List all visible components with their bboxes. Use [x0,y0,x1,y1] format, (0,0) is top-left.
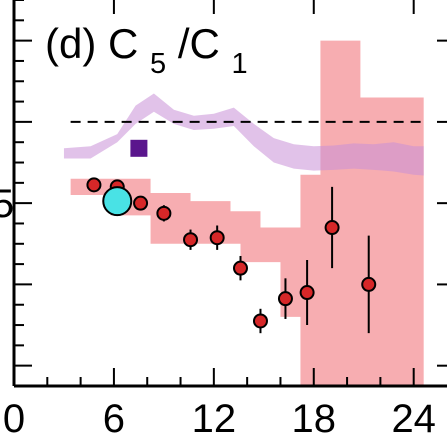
chart-title-subscript-2: 1 [232,48,248,80]
x-tick-label-2: 6 [103,397,125,437]
band-1 [70,40,424,386]
data-point-12 [361,276,377,292]
x-tick-label-1: 0 [3,397,25,437]
data-point-5 [183,232,199,248]
data-point-9 [277,291,293,307]
axis-layer [12,0,447,388]
chart-title-slash: /C [178,20,220,67]
data-point-10 [299,285,315,301]
marker-layer [86,139,377,329]
x-tick-label-3: 12 [192,397,237,437]
x-tick-label-5: 24 [391,397,436,437]
data-point-6 [209,230,225,246]
data-point-8 [252,313,268,329]
data-point-11 [324,220,340,236]
band-2 [63,93,424,176]
data-point-1 [86,177,102,193]
chart-title-subscript-1: 5 [150,48,166,80]
chart-title-prefix: (d) C [45,20,138,67]
bands-layer [63,40,424,386]
x-tick-label-4: 18 [292,397,337,437]
data-point-7 [232,260,248,276]
y-tick-label-partial: 5 [0,182,14,226]
chart-title: (d) C 5 /C 1 [45,20,248,82]
data-point-3 [133,195,149,211]
square-point-1 [130,139,148,157]
highlight-point-1 [102,186,133,217]
data-point-4 [156,205,172,221]
